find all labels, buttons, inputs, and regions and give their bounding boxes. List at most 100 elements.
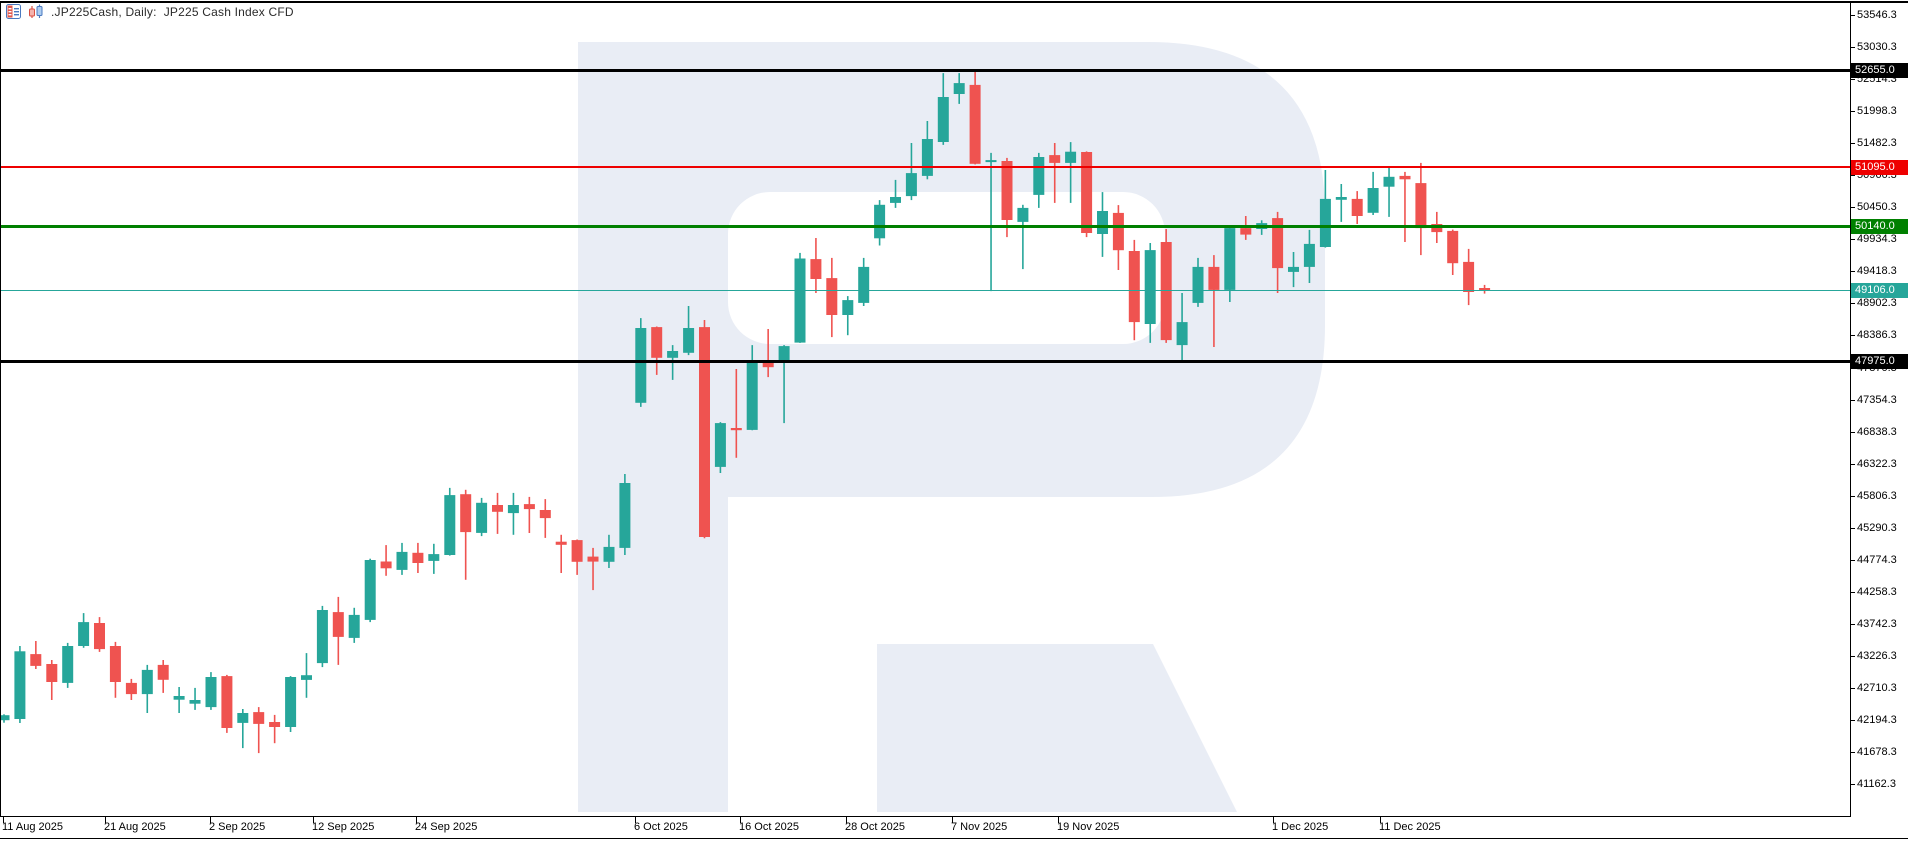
candle: [1033, 152, 1045, 208]
price-tick-mark: [1850, 719, 1855, 721]
price-tick-mark: [1850, 623, 1855, 625]
candle: [1319, 170, 1331, 248]
price-tick-label: 51998.3: [1857, 105, 1897, 118]
candle: [905, 143, 917, 201]
candle: [937, 73, 949, 145]
candle: [221, 674, 233, 733]
price-tick-label: 42194.3: [1857, 713, 1897, 726]
time-axis-separator: [0, 816, 1851, 817]
candle: [492, 492, 503, 534]
candle: [1049, 143, 1061, 203]
date-label: 24 Sep 2025: [415, 821, 478, 833]
candle: [444, 487, 456, 556]
candle: [1288, 252, 1299, 288]
candle: [826, 257, 838, 338]
candle: [205, 672, 217, 710]
candle: [428, 543, 440, 574]
candle: [316, 605, 328, 668]
date-tick-mark: [105, 817, 106, 823]
candle: [0, 714, 10, 723]
candle: [285, 676, 297, 732]
candle: [714, 422, 726, 473]
current-price-line[interactable]: [0, 290, 1850, 292]
resistance-line-51095-label: 51095.0: [1851, 159, 1908, 175]
price-tick-label: 46838.3: [1857, 425, 1897, 438]
candle: [1399, 171, 1411, 242]
support-line-50140-label: 50140.0: [1851, 219, 1908, 234]
candle: [1367, 171, 1379, 215]
price-tick-label: 48902.3: [1857, 297, 1897, 310]
candle: [253, 707, 265, 754]
price-tick-mark: [1850, 527, 1855, 529]
price-tick-label: 50450.3: [1857, 201, 1897, 214]
candlestick-chart-icon: [28, 4, 44, 19]
candle: [30, 641, 42, 669]
price-tick-mark: [1850, 143, 1855, 145]
candle: [380, 545, 392, 576]
candle: [683, 306, 695, 356]
candle: [1415, 162, 1427, 256]
candle: [14, 646, 26, 723]
candle: [651, 326, 663, 375]
date-tick-mark: [740, 817, 741, 823]
candle: [794, 252, 806, 343]
candle: [1144, 243, 1156, 343]
candle: [1001, 157, 1013, 238]
price-tick-label: 49934.3: [1857, 233, 1897, 246]
date-label: 12 Sep 2025: [312, 821, 375, 833]
price-tick-mark: [1850, 15, 1855, 16]
symbol-title: .JP225Cash, Daily: JP225 Cash Index CFD: [51, 4, 294, 19]
candle: [1097, 192, 1108, 257]
candle: [1447, 229, 1459, 275]
candle: [237, 709, 249, 749]
date-tick-mark: [1058, 817, 1059, 823]
candle: [141, 664, 153, 713]
price-tick-mark: [1850, 47, 1855, 48]
candle: [301, 653, 312, 698]
candle: [332, 596, 344, 665]
candle: [109, 641, 121, 698]
candlestick-chart[interactable]: [0, 0, 1850, 816]
candle: [1335, 184, 1347, 222]
candle: [189, 687, 201, 710]
price-tick-label: 46322.3: [1857, 457, 1897, 470]
support-line-47975[interactable]: [0, 359, 1850, 363]
candle: [953, 73, 965, 104]
price-tick-label: 44774.3: [1857, 553, 1897, 566]
window-left-border: [0, 1, 1, 816]
candle: [746, 345, 758, 431]
date-tick-mark: [313, 817, 314, 823]
candle: [619, 474, 631, 555]
candle: [507, 492, 519, 535]
date-tick-mark: [1273, 817, 1274, 823]
candle: [842, 296, 854, 336]
support-line-50140[interactable]: [0, 225, 1850, 228]
date-label: 2 Sep 2025: [209, 821, 266, 833]
price-tick-mark: [1850, 559, 1855, 561]
price-tick-label: 53030.3: [1857, 41, 1897, 53]
price-tick-mark: [1850, 591, 1855, 593]
window-top-border: [0, 1, 1908, 3]
market-watch-icon: [6, 4, 21, 19]
price-tick-mark: [1850, 207, 1855, 209]
date-tick-mark: [3, 817, 4, 823]
date-label: 21 Aug 2025: [104, 821, 166, 833]
candle: [46, 660, 58, 700]
price-tick-mark: [1850, 239, 1855, 241]
candle: [1160, 229, 1172, 343]
candle: [762, 329, 774, 378]
resistance-line-51095[interactable]: [0, 166, 1850, 169]
candle: [730, 369, 742, 458]
price-tick-label: 42710.3: [1857, 681, 1897, 694]
date-label: 11 Aug 2025: [2, 821, 63, 833]
price-tick-mark: [1850, 752, 1855, 753]
resistance-line-52655[interactable]: [0, 68, 1850, 72]
candle: [412, 542, 424, 573]
candle: [555, 534, 567, 573]
date-tick-mark: [416, 817, 417, 823]
resistance-line-52655-label: 52655.0: [1851, 62, 1908, 78]
candle: [173, 687, 185, 713]
date-label: 28 Oct 2025: [845, 821, 905, 833]
date-tick-mark: [846, 817, 847, 823]
